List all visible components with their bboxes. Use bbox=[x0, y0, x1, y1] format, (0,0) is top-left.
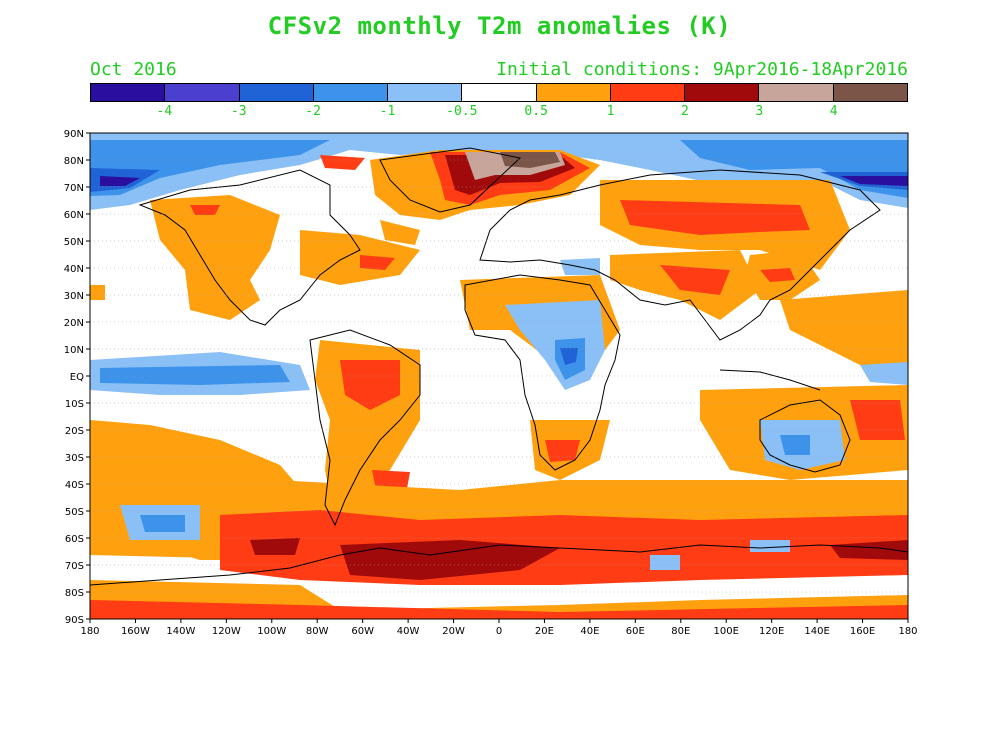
colorbar-label: 2 bbox=[680, 104, 689, 119]
colorbar-label: -1 bbox=[379, 104, 396, 119]
colorbar-segment bbox=[462, 84, 537, 101]
latitude-tick-label: 70S bbox=[65, 561, 84, 572]
colorbar-segment bbox=[313, 84, 389, 101]
longitude-tick-label: 160W bbox=[121, 626, 150, 637]
latitude-tick-label: 80S bbox=[65, 588, 84, 599]
longitude-tick-label: 120W bbox=[212, 626, 241, 637]
longitude-tick-label: 160E bbox=[850, 626, 875, 637]
latitude-tick-label: 90N bbox=[64, 129, 84, 140]
colorbar-segment bbox=[91, 84, 166, 101]
colorbar bbox=[90, 83, 908, 102]
latitude-tick-label: 60S bbox=[65, 534, 84, 545]
latitude-tick-label: 30N bbox=[64, 291, 84, 302]
grid-lines bbox=[90, 159, 908, 593]
valid-month-label: Oct 2016 bbox=[90, 59, 177, 80]
longitude-tick-label: 140E bbox=[804, 626, 829, 637]
colorbar-segment bbox=[833, 84, 907, 101]
latitude-tick-label: 50S bbox=[65, 507, 84, 518]
latitude-tick-label: 10N bbox=[64, 345, 84, 356]
colorbar-label: -3 bbox=[230, 104, 247, 119]
longitude-axis: 180 160W 140W 120W 100W 80W 60W 40W 20W 0 20E 40E 60… bbox=[80, 619, 918, 637]
longitude-tick-label: 0 bbox=[496, 626, 502, 637]
longitude-tick-label: 100E bbox=[714, 626, 739, 637]
latitude-tick-label: 80N bbox=[64, 156, 84, 167]
latitude-tick-label: 70N bbox=[64, 183, 84, 194]
colorbar-segment bbox=[610, 84, 686, 101]
colorbar-segment bbox=[685, 84, 760, 101]
latitude-tick-label: 90S bbox=[65, 615, 84, 626]
colorbar-segment bbox=[536, 84, 611, 101]
latitude-tick-label: EQ bbox=[70, 372, 84, 383]
colorbar-segment bbox=[759, 84, 834, 101]
longitude-tick-label: 40E bbox=[580, 626, 599, 637]
longitude-tick-label: 60E bbox=[626, 626, 645, 637]
colorbar-label: -4 bbox=[156, 104, 173, 119]
colorbar-label: -0.5 bbox=[446, 104, 478, 119]
longitude-tick-label: 40W bbox=[397, 626, 420, 637]
longitude-tick-label: 120E bbox=[759, 626, 784, 637]
longitude-tick-label: 180 bbox=[898, 626, 917, 637]
latitude-tick-label: 60N bbox=[64, 210, 84, 221]
coastlines bbox=[90, 147, 908, 586]
map-title: CFSv2 monthly T2m anomalies (K) bbox=[267, 12, 732, 40]
latitude-tick-label: 10S bbox=[65, 399, 84, 410]
colorbar-label: 4 bbox=[829, 104, 838, 119]
longitude-tick-label: 20W bbox=[442, 626, 465, 637]
colorbar-segment bbox=[165, 84, 240, 101]
colorbar-label: -2 bbox=[305, 104, 321, 119]
latitude-axis: 90N 80N 70N 60N 50N 40N 30N 20N 10N EQ 10S 20S 30S 40… bbox=[64, 129, 90, 626]
initial-conditions-label: Initial conditions: 9Apr2016-18Apr2016 bbox=[496, 59, 908, 80]
latitude-tick-label: 20N bbox=[64, 318, 84, 329]
latitude-tick-label: 20S bbox=[65, 426, 84, 437]
colorbar-labels: -4 -3 -2 -1 -0.5 0.5 1 2 3 4 bbox=[90, 104, 908, 120]
longitude-tick-label: 80W bbox=[306, 626, 329, 637]
latitude-tick-label: 40S bbox=[65, 480, 84, 491]
colorbar-segment bbox=[388, 84, 463, 101]
longitude-tick-label: 60W bbox=[351, 626, 374, 637]
longitude-tick-label: 20E bbox=[535, 626, 554, 637]
colorbar-segment bbox=[239, 84, 314, 101]
longitude-tick-label: 100W bbox=[257, 626, 286, 637]
colorbar-label: 3 bbox=[755, 104, 764, 119]
latitude-tick-label: 50N bbox=[64, 237, 84, 248]
colorbar-label: 0.5 bbox=[524, 104, 548, 119]
longitude-tick-label: 180 bbox=[80, 626, 99, 637]
colorbar-label: 1 bbox=[606, 104, 615, 119]
longitude-tick-label: 140W bbox=[166, 626, 195, 637]
latitude-tick-label: 30S bbox=[65, 453, 84, 464]
longitude-tick-label: 80E bbox=[671, 626, 690, 637]
latitude-tick-label: 40N bbox=[64, 264, 84, 275]
